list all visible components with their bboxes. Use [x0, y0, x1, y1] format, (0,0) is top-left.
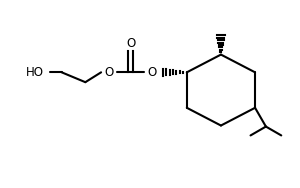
- Text: O: O: [148, 66, 157, 79]
- Text: O: O: [104, 66, 114, 79]
- Text: HO: HO: [26, 66, 44, 79]
- Text: O: O: [126, 37, 135, 50]
